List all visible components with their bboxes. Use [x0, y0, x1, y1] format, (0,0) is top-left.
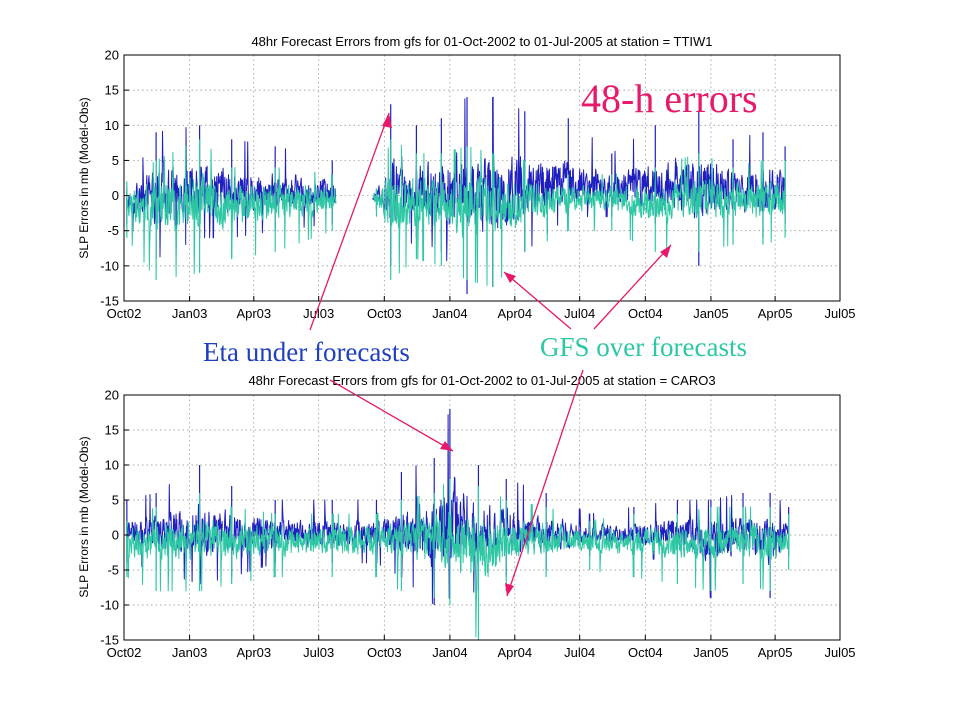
arrow-gfs-top-right [593, 244, 672, 330]
y-tick-label: -15 [100, 294, 119, 309]
y-tick-label: 10 [105, 118, 119, 133]
x-tick-label: Jul05 [824, 645, 855, 660]
y-tick-label: 5 [112, 153, 119, 168]
arrowhead-gfs-top-left [504, 272, 516, 283]
x-tick-label: Oct04 [628, 645, 663, 660]
x-tick-label: Jul04 [564, 306, 595, 321]
chart-caro3: 48hr Forecast Errors from gfs for 01-Oct… [77, 373, 856, 660]
y-tick-label: 5 [112, 493, 119, 508]
y-tick-label: 0 [112, 528, 119, 543]
y-tick-label: -5 [107, 223, 119, 238]
y-tick-label: 15 [105, 83, 119, 98]
annotation-eta-under-forecasts: Eta under forecasts [203, 337, 410, 367]
annotations: 48-h errors Eta under forecasts GFS over… [203, 76, 758, 597]
x-tick-label: Jan04 [432, 645, 467, 660]
x-tick-label: Jul03 [303, 306, 334, 321]
y-tick-label: -10 [100, 598, 119, 613]
x-tick-label: Apr05 [758, 645, 793, 660]
arrow-eta-top [309, 112, 390, 331]
series-line-blue [126, 414, 790, 604]
x-tick-label: Apr04 [497, 306, 532, 321]
arrowhead-gfs-top-right [660, 245, 671, 258]
y-axis-label: SLP Errors in mb (Model-Obs) [77, 97, 91, 258]
arrow-gfs-top-left [503, 271, 572, 330]
arrowhead-eta-top [382, 113, 392, 128]
x-tick-label: Jan05 [693, 306, 728, 321]
x-tick-label: Jul04 [564, 645, 595, 660]
x-tick-label: Jul05 [824, 306, 855, 321]
x-tick-label: Apr03 [236, 645, 271, 660]
x-tick-label: Oct04 [628, 306, 663, 321]
y-tick-label: -5 [107, 563, 119, 578]
x-tick-label: Oct02 [107, 306, 142, 321]
x-tick-label: Apr03 [236, 306, 271, 321]
y-tick-label: 20 [105, 48, 119, 63]
y-tick-label: 20 [105, 388, 119, 403]
chart-title: 48hr Forecast Errors from gfs for 01-Oct… [248, 373, 715, 388]
x-tick-label: Jan04 [432, 306, 467, 321]
x-tick-label: Jul03 [303, 645, 334, 660]
y-tick-label: -10 [100, 258, 119, 273]
y-tick-label: 0 [112, 188, 119, 203]
x-tick-label: Jan05 [693, 645, 728, 660]
chart-ttiw1: 48hr Forecast Errors from gfs for 01-Oct… [77, 34, 856, 321]
arrowhead-gfs-bottom [505, 583, 514, 596]
arrowhead-eta-bottom [440, 441, 453, 451]
arrow-eta-bottom [329, 379, 454, 452]
plot-frame [123, 54, 841, 302]
series-line-green [126, 484, 790, 638]
x-tick-label: Oct03 [367, 645, 402, 660]
y-axis-label: SLP Errors in mb (Model-Obs) [77, 436, 91, 597]
series-line-blue [126, 96, 786, 262]
x-tick-label: Jan03 [172, 645, 207, 660]
x-tick-label: Apr05 [758, 306, 793, 321]
chart-title: 48hr Forecast Errors from gfs for 01-Oct… [251, 34, 712, 49]
x-tick-label: Oct02 [107, 645, 142, 660]
x-tick-label: Jan03 [172, 306, 207, 321]
y-tick-label: -15 [100, 633, 119, 648]
x-tick-label: Apr04 [497, 645, 532, 660]
annotation-48h-errors: 48-h errors [581, 76, 758, 121]
y-tick-label: 15 [105, 423, 119, 438]
plot-frame [123, 394, 841, 641]
annotation-gfs-over-forecasts: GFS over forecasts [540, 332, 747, 362]
arrow-gfs-bottom [506, 369, 584, 597]
annotation-arrows [309, 112, 672, 597]
y-tick-label: 10 [105, 458, 119, 473]
x-tick-label: Oct03 [367, 306, 402, 321]
